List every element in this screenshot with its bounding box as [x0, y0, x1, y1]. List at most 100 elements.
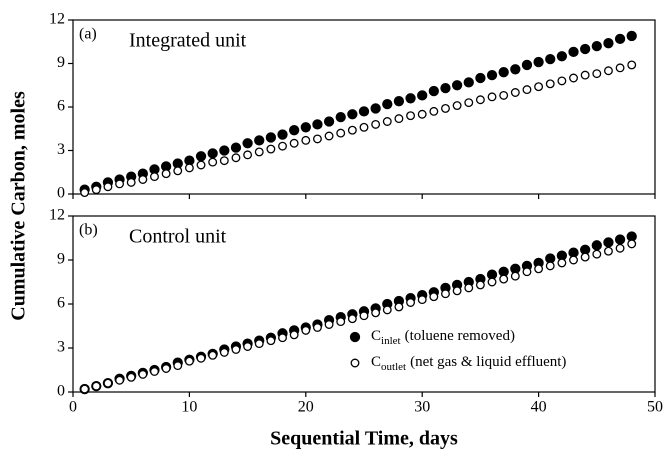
panel-title: Integrated unit: [129, 30, 247, 52]
marker: [615, 243, 625, 253]
legend-marker: [350, 358, 360, 368]
marker: [126, 177, 136, 187]
marker: [358, 106, 370, 117]
marker: [312, 323, 322, 332]
marker: [441, 103, 450, 113]
marker: [103, 378, 113, 388]
marker: [347, 125, 357, 135]
marker: [428, 85, 439, 97]
x-tick-label: 50: [647, 399, 663, 416]
marker: [451, 80, 463, 91]
marker: [371, 119, 381, 129]
marker: [231, 153, 241, 163]
marker: [323, 116, 335, 127]
marker: [173, 361, 183, 371]
marker: [580, 252, 590, 262]
marker: [591, 240, 602, 251]
marker: [382, 117, 392, 126]
marker: [626, 30, 637, 42]
marker: [417, 109, 427, 119]
marker: [301, 325, 311, 335]
marker: [161, 169, 171, 179]
marker: [569, 255, 578, 265]
marker: [371, 308, 381, 318]
marker: [219, 145, 230, 156]
marker: [405, 93, 416, 104]
marker: [278, 141, 287, 151]
marker: [301, 135, 311, 145]
marker: [208, 350, 218, 360]
marker: [475, 280, 485, 290]
marker: [254, 135, 265, 146]
legend-text: (net gas & liquid effluent): [410, 354, 566, 370]
marker: [522, 85, 532, 95]
panel-tag: (b): [79, 222, 98, 239]
legend-symbol: C: [371, 328, 381, 344]
marker: [487, 92, 497, 102]
marker: [208, 157, 218, 167]
marker: [336, 128, 346, 138]
marker: [80, 384, 90, 394]
marker: [533, 56, 544, 68]
marker: [219, 347, 229, 357]
marker: [359, 311, 369, 321]
marker: [580, 43, 591, 55]
marker: [382, 305, 392, 315]
marker: [266, 144, 276, 154]
marker: [522, 267, 532, 277]
marker: [335, 112, 346, 123]
marker: [429, 106, 439, 116]
marker: [115, 375, 125, 385]
marker: [614, 33, 626, 44]
marker: [510, 88, 520, 97]
legend-subscript: inlet: [381, 335, 401, 347]
marker: [406, 111, 416, 121]
marker: [615, 63, 625, 73]
marker: [591, 40, 602, 52]
marker: [429, 292, 439, 302]
marker: [289, 138, 299, 148]
marker: [289, 330, 299, 340]
x-tick-label: 40: [531, 399, 547, 416]
marker: [545, 79, 555, 89]
marker: [300, 122, 311, 133]
marker: [580, 70, 590, 80]
marker: [184, 163, 194, 173]
marker: [289, 125, 300, 136]
marker: [219, 156, 229, 166]
marker: [406, 298, 416, 307]
y-tick-label: 9: [57, 54, 65, 71]
marker: [196, 353, 206, 363]
marker: [312, 134, 322, 144]
marker: [545, 54, 556, 65]
y-tick-label: 6: [57, 295, 65, 312]
marker: [161, 364, 171, 373]
y-tick-label: 12: [49, 207, 65, 224]
marker: [254, 147, 264, 157]
marker: [138, 175, 148, 184]
marker: [534, 264, 544, 274]
legend-subscript: outlet: [381, 361, 406, 373]
marker: [231, 345, 241, 354]
marker: [603, 66, 613, 76]
marker: [441, 289, 450, 299]
marker: [265, 132, 277, 143]
marker: [347, 314, 357, 324]
marker: [91, 381, 101, 391]
marker: [242, 138, 253, 149]
legend-label: Coutlet (net gas & liquid effluent): [371, 354, 566, 372]
marker: [510, 271, 520, 281]
marker: [568, 46, 579, 58]
y-tick-label: 6: [57, 98, 65, 115]
marker: [324, 320, 334, 329]
panel-tag: (a): [79, 26, 97, 43]
legend-marker: [349, 331, 361, 343]
y-tick-label: 12: [49, 11, 65, 28]
legend-label: Cinlet (toluene removed): [371, 328, 515, 346]
marker: [91, 185, 101, 195]
marker: [487, 277, 497, 287]
marker: [195, 151, 207, 162]
marker: [370, 103, 381, 114]
marker: [393, 96, 405, 107]
